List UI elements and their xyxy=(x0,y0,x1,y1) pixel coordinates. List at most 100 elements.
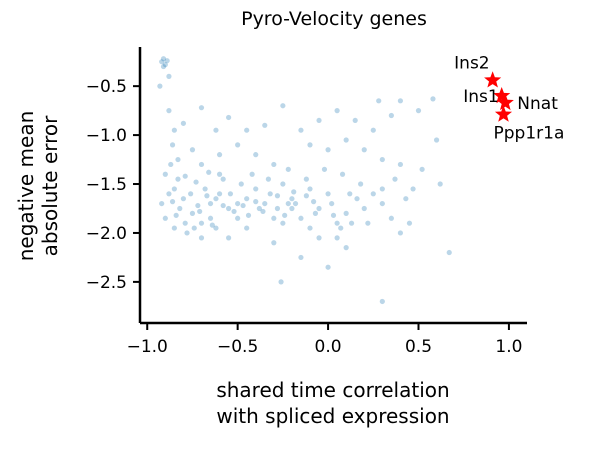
data-point xyxy=(330,212,337,218)
data-point xyxy=(166,191,172,197)
data-point xyxy=(198,235,205,241)
data-point xyxy=(171,127,177,133)
data-point xyxy=(207,200,214,207)
data-point xyxy=(171,186,177,192)
data-point xyxy=(216,191,223,197)
data-point xyxy=(334,235,340,241)
data-point xyxy=(334,220,340,226)
data-point xyxy=(216,152,223,158)
data-point xyxy=(193,179,199,185)
data-point xyxy=(410,186,416,192)
data-point xyxy=(415,108,422,114)
data-point xyxy=(253,152,259,158)
data-point xyxy=(244,196,250,202)
data-point xyxy=(207,215,214,221)
data-point xyxy=(379,156,385,163)
data-point xyxy=(213,127,219,133)
data-point xyxy=(191,225,197,231)
data-point xyxy=(206,169,212,175)
data-point xyxy=(177,205,183,212)
y-tick-label: −2.5 xyxy=(86,273,127,293)
data-point xyxy=(334,108,340,114)
data-point xyxy=(307,142,313,148)
data-point xyxy=(157,83,163,89)
data-point xyxy=(354,196,360,202)
data-point xyxy=(403,196,409,202)
data-point xyxy=(173,212,179,218)
data-point xyxy=(433,137,440,143)
y-axis-title-line-1: negative mean xyxy=(14,111,38,262)
data-point xyxy=(280,181,286,187)
data-point xyxy=(202,186,208,192)
data-point xyxy=(303,193,309,199)
data-point xyxy=(348,220,355,226)
data-point xyxy=(162,215,168,221)
y-axis-title-line-2: absolute error xyxy=(38,115,62,257)
data-point xyxy=(182,173,188,179)
data-point xyxy=(159,200,165,207)
data-point xyxy=(160,63,167,70)
data-point xyxy=(159,59,165,65)
data-point xyxy=(267,191,273,197)
data-point xyxy=(198,105,205,111)
data-point xyxy=(365,220,371,226)
gene-label-ins2: Ins2 xyxy=(454,53,489,73)
data-points xyxy=(157,56,452,305)
data-point xyxy=(244,127,250,133)
x-tick-label: 1.0 xyxy=(495,337,522,357)
data-point xyxy=(298,127,304,133)
x-tick-label: −1.0 xyxy=(127,337,168,357)
data-point xyxy=(253,186,259,192)
data-point xyxy=(249,171,255,177)
data-point xyxy=(312,210,319,216)
y-tick-label: −0.5 xyxy=(86,77,127,97)
data-point xyxy=(244,225,250,231)
data-point xyxy=(370,127,376,133)
gene-star-ins2 xyxy=(484,71,502,88)
data-point xyxy=(274,193,281,199)
data-point xyxy=(446,249,452,256)
highlighted-genes: Ins2 Ins1 Nnat Ppp1r1a xyxy=(454,53,564,143)
data-point xyxy=(311,199,317,205)
data-point xyxy=(262,122,268,128)
gene-star-nnat xyxy=(496,93,514,111)
data-point xyxy=(265,176,271,182)
data-point xyxy=(213,225,219,231)
data-point xyxy=(388,215,394,221)
data-point xyxy=(271,240,277,246)
data-point xyxy=(289,205,295,212)
data-point xyxy=(168,161,174,168)
data-point xyxy=(307,186,313,192)
data-point xyxy=(171,225,177,231)
data-point xyxy=(197,208,203,215)
x-tick-label: −0.5 xyxy=(217,337,258,357)
data-point xyxy=(162,62,168,68)
data-point xyxy=(245,212,252,218)
data-point xyxy=(280,103,286,109)
data-point xyxy=(316,235,322,241)
data-point xyxy=(189,210,196,216)
data-point xyxy=(166,73,172,79)
data-point xyxy=(262,200,268,207)
data-point xyxy=(240,202,246,209)
gene-star-ins1 xyxy=(493,86,511,104)
data-point xyxy=(343,245,349,251)
gene-label-ins1: Ins1 xyxy=(463,87,498,107)
data-point xyxy=(166,108,172,114)
data-point xyxy=(175,156,181,163)
data-point xyxy=(226,114,232,121)
data-point xyxy=(189,147,196,153)
data-point xyxy=(379,200,385,207)
data-point xyxy=(220,202,226,209)
x-axis-title-line-1: shared time correlation xyxy=(216,378,449,402)
data-point xyxy=(160,56,167,62)
data-point xyxy=(164,58,170,64)
chart-title: Pyro-Velocity genes xyxy=(241,8,427,30)
data-point xyxy=(256,205,262,212)
data-point xyxy=(235,215,241,221)
data-point xyxy=(379,298,385,305)
data-point xyxy=(235,142,241,148)
data-point xyxy=(220,176,226,182)
data-point xyxy=(180,196,187,202)
